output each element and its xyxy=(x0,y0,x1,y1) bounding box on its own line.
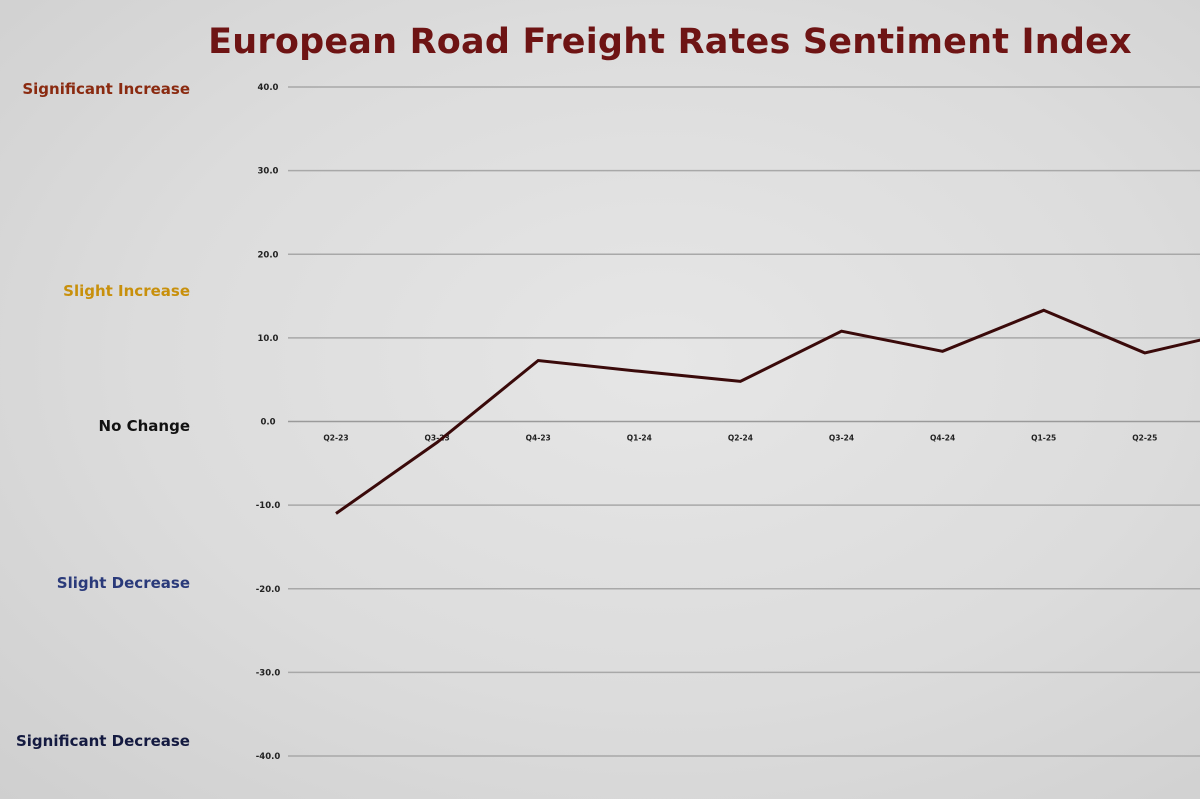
x-tick-label: Q2-24 xyxy=(728,434,753,443)
sentiment-label-slight-decrease: Slight Decrease xyxy=(56,574,190,592)
y-tick-label: -30.0 xyxy=(256,668,281,678)
y-tick-label: -20.0 xyxy=(256,585,281,595)
y-tick-label: 10.0 xyxy=(258,334,279,344)
y-tick-label: -40.0 xyxy=(256,752,281,762)
x-tick-label: Q4-23 xyxy=(526,434,551,443)
y-tick-label: 20.0 xyxy=(258,250,279,260)
sentiment-label-significant-decrease: Significant Decrease xyxy=(15,732,190,750)
x-tick-label: Q3-23 xyxy=(425,434,450,443)
x-tick-label: Q2-25 xyxy=(1132,434,1157,443)
y-tick-label: 0.0 xyxy=(260,418,275,428)
sentiment-label-slight-increase: Slight Increase xyxy=(63,282,190,300)
x-tick-label: Q3-24 xyxy=(829,434,854,443)
x-tick-label: Q1-24 xyxy=(627,434,652,443)
x-tick-label: Q4-24 xyxy=(930,434,955,443)
y-tick-label: 40.0 xyxy=(258,83,279,93)
chart-title: European Road Freight Rates Sentiment In… xyxy=(208,22,1132,62)
y-tick-label: -10.0 xyxy=(256,501,281,511)
sentiment-label-no-change: No Change xyxy=(98,417,190,435)
x-tick-label: Q2-23 xyxy=(323,434,348,443)
series-line xyxy=(335,308,1200,515)
sentiment-label-significant-increase: Significant Increase xyxy=(22,80,190,98)
y-tick-label: 30.0 xyxy=(258,167,279,177)
x-tick-label: Q1-25 xyxy=(1031,434,1056,443)
